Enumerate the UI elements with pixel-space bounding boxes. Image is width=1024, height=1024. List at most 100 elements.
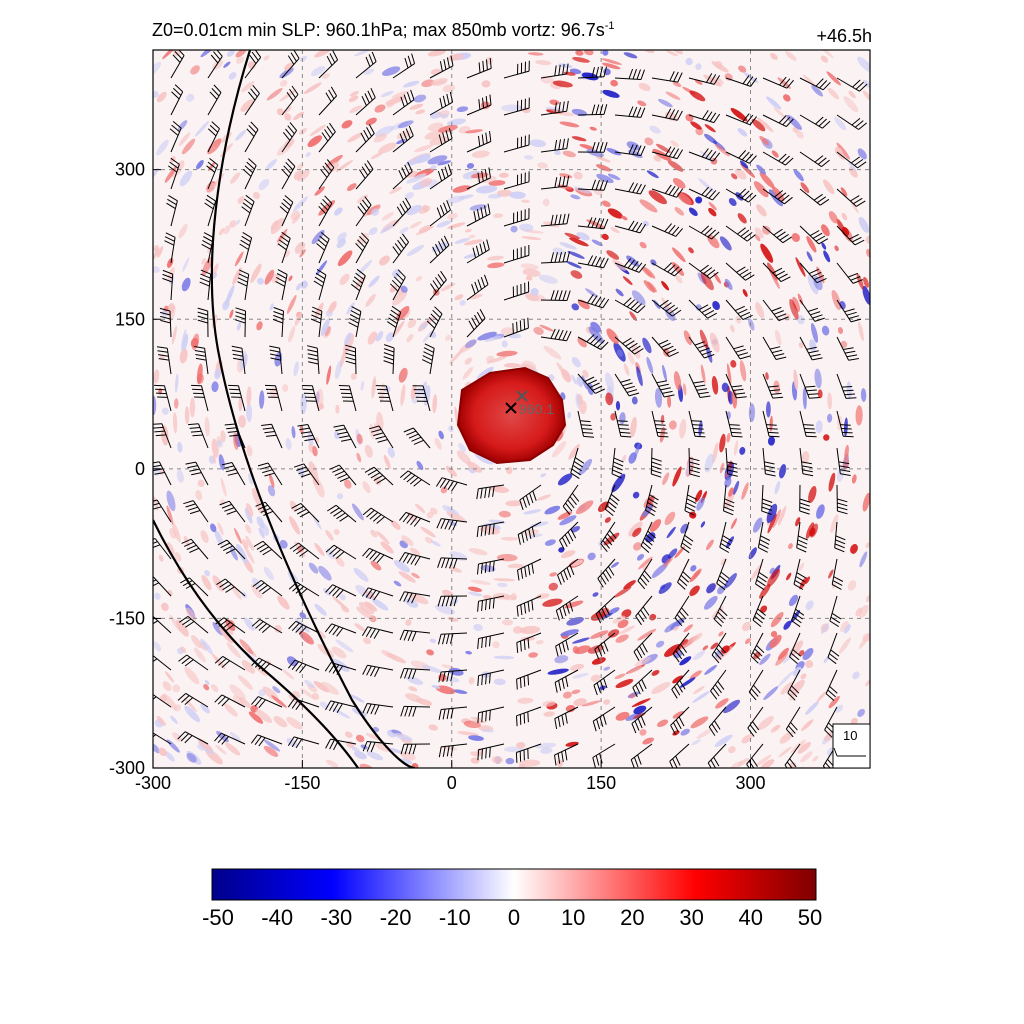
vorticity-speck: [284, 62, 294, 71]
vorticity-speck: [605, 372, 615, 393]
vorticity-speck: [456, 450, 471, 465]
vorticity-speck: [378, 142, 397, 154]
vorticity-speck: [779, 731, 794, 744]
vorticity-speck: [162, 681, 172, 692]
wind-barb: [281, 158, 296, 190]
vorticity-speck: [501, 340, 508, 348]
vorticity-speck: [572, 646, 580, 654]
vorticity-speck: [712, 76, 724, 85]
wind-barb: [752, 595, 767, 627]
vorticity-speck: [601, 200, 611, 208]
vorticity-speck: [399, 226, 409, 234]
wind-barb: [725, 262, 755, 281]
vorticity-speck: [767, 568, 780, 587]
vorticity-speck: [268, 473, 275, 488]
wind-barb: [611, 447, 624, 479]
vorticity-speck: [739, 360, 747, 382]
wind-barb: [762, 225, 792, 244]
vorticity-speck: [556, 362, 570, 380]
wind-barb: [577, 255, 609, 269]
wind-barb: [355, 51, 377, 79]
vorticity-speck: [673, 625, 679, 632]
wind-barb: [725, 188, 757, 203]
vorticity-speck: [647, 281, 657, 293]
vorticity-speck: [421, 665, 442, 673]
vorticity-speck: [303, 82, 322, 94]
wind-barb: [688, 73, 721, 85]
vorticity-speck: [415, 698, 433, 706]
vorticity-speck: [735, 315, 741, 324]
wind-barb: [614, 297, 646, 314]
vorticity-speck: [850, 717, 858, 725]
vorticity-speck: [814, 368, 822, 389]
wind-barb: [784, 743, 801, 768]
wind-barb: [540, 251, 570, 264]
vorticity-speck: [190, 65, 200, 75]
vorticity-speck: [420, 323, 427, 330]
wind-barb: [799, 410, 817, 438]
wind-barb: [540, 290, 571, 301]
vorticity-speck: [210, 684, 219, 693]
vorticity-speck: [766, 503, 778, 524]
vorticity-speck: [406, 333, 414, 343]
vorticity-speck: [840, 621, 849, 632]
wind-barb: [399, 470, 431, 487]
vorticity-field: [153, 50, 870, 768]
wind-barb: [329, 464, 357, 486]
wind-barb: [577, 66, 607, 79]
vorticity-speck: [206, 182, 216, 194]
vorticity-speck: [685, 57, 693, 66]
wind-barb: [517, 558, 542, 581]
vorticity-speck: [639, 199, 658, 213]
vorticity-speck: [452, 185, 471, 193]
reference-barb-box: 10: [832, 723, 871, 769]
vorticity-speck: [788, 543, 793, 550]
wind-barb: [438, 743, 468, 758]
vorticity-speck: [464, 239, 483, 246]
vorticity-speck: [380, 90, 394, 98]
vorticity-speck: [601, 58, 622, 65]
vorticity-speck: [493, 213, 504, 219]
vorticity-speck: [824, 731, 835, 742]
wind-barb: [355, 196, 372, 227]
vorticity-speck: [633, 442, 641, 459]
wind-barb: [466, 203, 491, 227]
vorticity-speck: [245, 523, 252, 534]
vorticity-speck: [276, 228, 288, 243]
vorticity-speck: [728, 390, 734, 405]
vorticity-speck: [164, 671, 175, 683]
vorticity-speck: [400, 751, 416, 761]
vorticity-speck: [408, 686, 418, 692]
vorticity-speck: [380, 541, 394, 554]
wind-barb: [799, 188, 830, 206]
wind-barb: [217, 539, 246, 560]
vorticity-speck: [325, 529, 334, 541]
wind-barb: [400, 705, 431, 717]
wind-barb: [836, 151, 867, 169]
wind-barb: [338, 385, 357, 412]
vorticity-speck: [759, 653, 771, 666]
vorticity-speck: [371, 598, 389, 611]
wind-barb: [640, 521, 656, 553]
wind-barb: [595, 595, 616, 624]
vorticity-speck: [391, 90, 410, 98]
wind-barb: [688, 447, 700, 478]
vorticity-speck: [265, 158, 277, 171]
vorticity-speck: [212, 622, 224, 636]
wind-barb: [725, 299, 753, 321]
vorticity-speck: [314, 603, 327, 616]
vorticity-speck: [665, 91, 681, 100]
storm-center-marker: [505, 402, 517, 414]
vorticity-speck: [821, 242, 827, 250]
vorticity-speck: [831, 289, 842, 311]
vorticity-speck: [328, 301, 337, 314]
vorticity-speck: [416, 460, 424, 471]
vorticity-speck: [320, 681, 339, 695]
vorticity-speck: [575, 50, 584, 56]
vorticity-speck: [309, 124, 326, 137]
vorticity-speck: [646, 356, 654, 374]
vorticity-speck: [477, 331, 497, 341]
vorticity-speck: [286, 656, 298, 667]
vorticity-speck: [723, 699, 741, 714]
vorticity-speck: [651, 669, 660, 676]
